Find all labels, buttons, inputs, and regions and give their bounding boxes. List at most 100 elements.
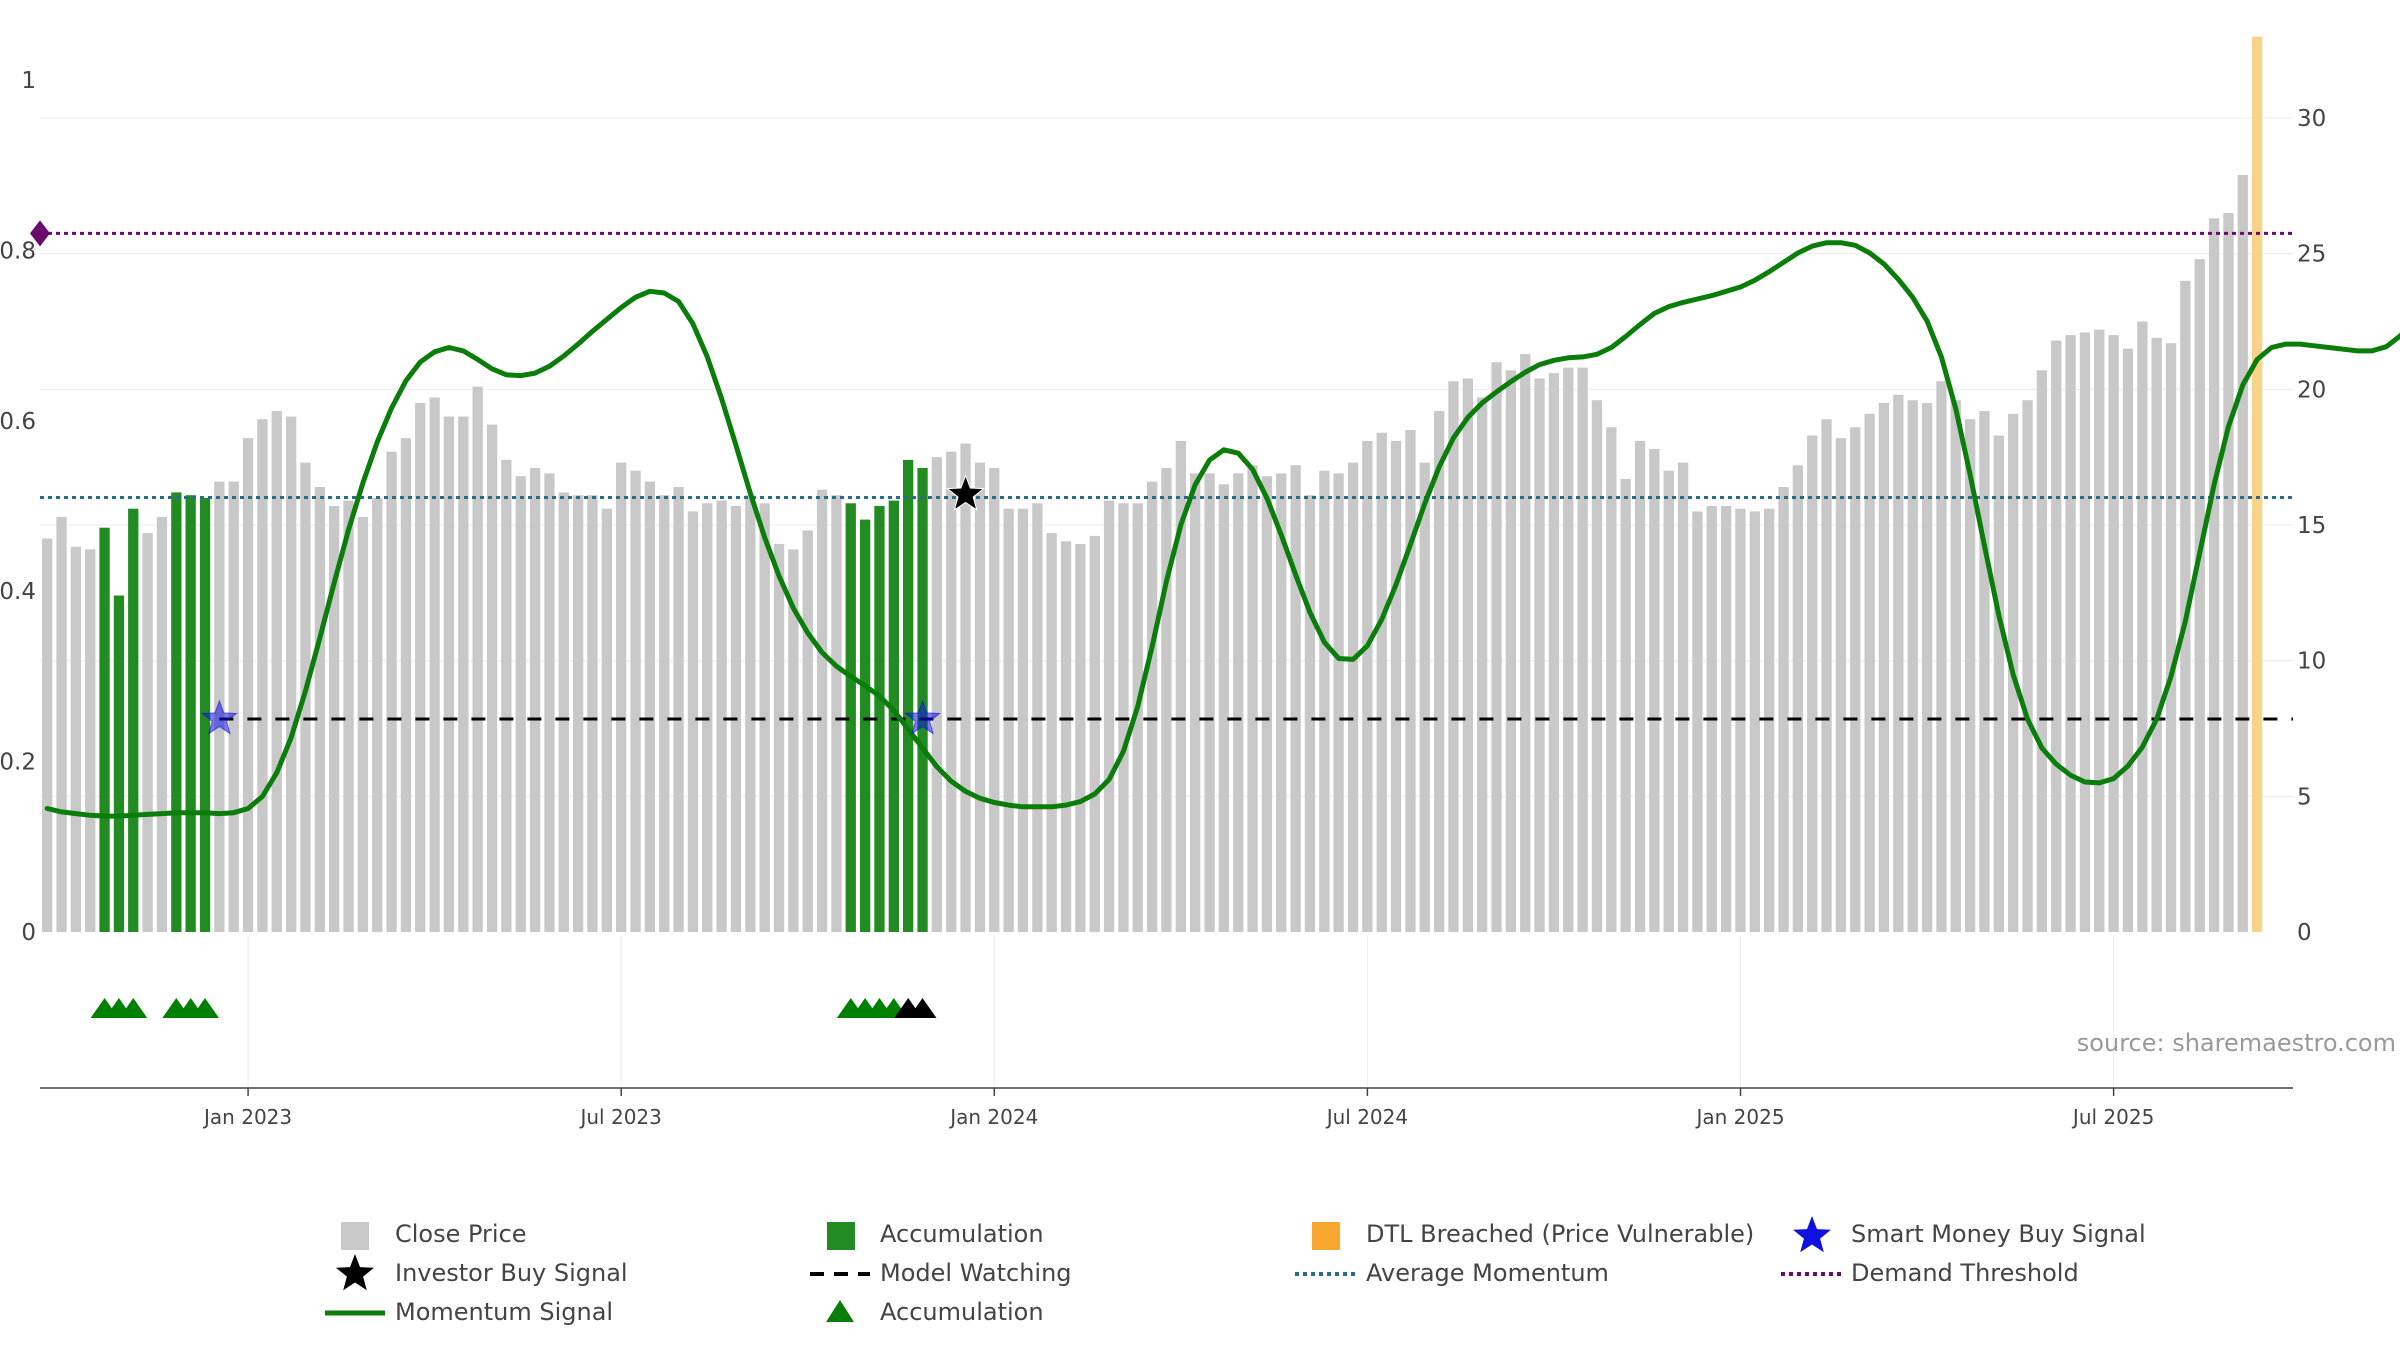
close-price-bar [1477, 397, 1488, 932]
signal-markers [90, 474, 986, 1018]
accumulation-marker [119, 998, 148, 1018]
close-price-bar [415, 402, 426, 932]
close-price-bar [2079, 332, 2091, 932]
close-price-bar [831, 495, 842, 932]
accumulation-bar [874, 506, 885, 932]
close-price-bar [443, 416, 455, 932]
close-price-bar [2022, 400, 2033, 932]
x-tick-label: Jan 2024 [948, 1105, 1038, 1129]
smart-money-buy-signal [200, 699, 238, 735]
close-price-bar [2180, 280, 2191, 932]
close-price-bar [1204, 473, 1215, 932]
close-price-bar [1247, 465, 1258, 932]
momentum-signal-line [44, 240, 2400, 819]
accumulation-marker [908, 998, 937, 1018]
accumulation-bar [128, 508, 139, 932]
close-price-bar [1290, 465, 1301, 932]
x-tick-label: Jan 2025 [1694, 1105, 1784, 1129]
close-price-bar [1692, 511, 1703, 932]
close-price-bar [70, 546, 81, 932]
close-price-bar [1147, 481, 1158, 932]
close-price-bar [1319, 470, 1330, 932]
legend-smart-money-star [1793, 1216, 1831, 1253]
close-price-bar [56, 516, 67, 932]
close-price-bar [42, 538, 53, 932]
close-price-bar [1132, 503, 1143, 932]
close-price-bar [2237, 175, 2248, 932]
accumulation-bar [171, 492, 182, 932]
legend-accumulation-triangle [826, 1300, 854, 1322]
close-price-bar [1893, 394, 1904, 932]
close-price-bar [673, 487, 684, 932]
close-price-bar [788, 549, 799, 932]
close-price-bar [1462, 378, 1473, 932]
close-price-bar [773, 544, 785, 932]
legend-close-price-swatch [341, 1222, 369, 1250]
close-price-bar [1965, 419, 1976, 932]
close-price-bar [1405, 430, 1416, 932]
close-price-bar [960, 443, 971, 932]
momentum-signal-series [44, 240, 2400, 819]
close-price-bar [1606, 427, 1617, 932]
right-tick-label: 0 [2297, 920, 2312, 946]
left-tick-label: 0.8 [0, 238, 36, 264]
close-price-bar [687, 511, 699, 932]
close-price-bar [501, 459, 512, 932]
close-price-bar [2194, 259, 2205, 933]
close-price-bar [2223, 213, 2234, 932]
close-price-bar [644, 481, 655, 932]
close-price-bar [85, 549, 96, 932]
close-price-bar [1276, 473, 1287, 932]
close-price-bar [1979, 411, 1990, 932]
close-price-bar [1017, 508, 1029, 932]
close-price-bar [429, 397, 440, 932]
source-label: source: sharemaestro.com [2077, 1029, 2396, 1057]
close-price-bar [1835, 438, 1847, 932]
close-price-bar [242, 438, 254, 932]
close-price-bar [1721, 506, 1732, 932]
close-price-bar [2208, 218, 2220, 932]
reference-lines [30, 220, 2293, 721]
close-price-bar [2051, 340, 2062, 932]
close-price-bar [257, 419, 268, 932]
legend-investor-star [336, 1254, 374, 1291]
x-tick-label: Jul 2023 [578, 1105, 661, 1129]
close-price-bar [1649, 449, 1660, 932]
close-price-bar [1161, 468, 1172, 932]
close-price-bar [1491, 362, 1502, 932]
demand-threshold-marker [30, 220, 50, 247]
close-price-bar [630, 470, 641, 932]
close-price-bar [558, 492, 569, 932]
close-price-bar [458, 416, 469, 932]
close-price-bar [601, 508, 612, 932]
close-price-bar [1175, 440, 1186, 932]
close-price-bar [802, 530, 813, 932]
close-price-bar [529, 468, 541, 932]
close-price-bar [816, 489, 828, 932]
right-tick-label: 30 [2297, 106, 2326, 132]
x-tick-label: Jul 2024 [1325, 1105, 1408, 1129]
close-price-bar [1878, 402, 1890, 932]
axes: Jan 2023 Jul 2023 Jan 2024 Jul 2024 Jan 2025… [0, 68, 2396, 1129]
close-price-bar [1591, 400, 1603, 932]
smart-money-buy-signal [904, 699, 942, 735]
legend-glyphs [325, 1216, 1841, 1322]
close-price-bar [2094, 329, 2105, 933]
accumulation-bar [185, 495, 196, 932]
close-price-bar [1333, 473, 1344, 932]
right-tick-label: 10 [2297, 649, 2326, 675]
close-price-bar [2108, 335, 2119, 933]
close-price-bar [1577, 367, 1588, 933]
dtl-breached-bar [2252, 36, 2263, 933]
close-price-bar [1792, 465, 1803, 932]
close-price-bar [1261, 476, 1273, 932]
close-price-bar [1749, 511, 1760, 932]
close-price-bar [1821, 419, 1832, 932]
accumulation-bar [113, 595, 125, 932]
close-price-bar [2165, 343, 2177, 932]
left-tick-label: 0.6 [0, 409, 36, 435]
close-price-bar [2137, 321, 2148, 932]
legend-dtl-swatch [1312, 1222, 1340, 1250]
accumulation-bar [903, 459, 914, 932]
close-price-bar [931, 457, 942, 932]
